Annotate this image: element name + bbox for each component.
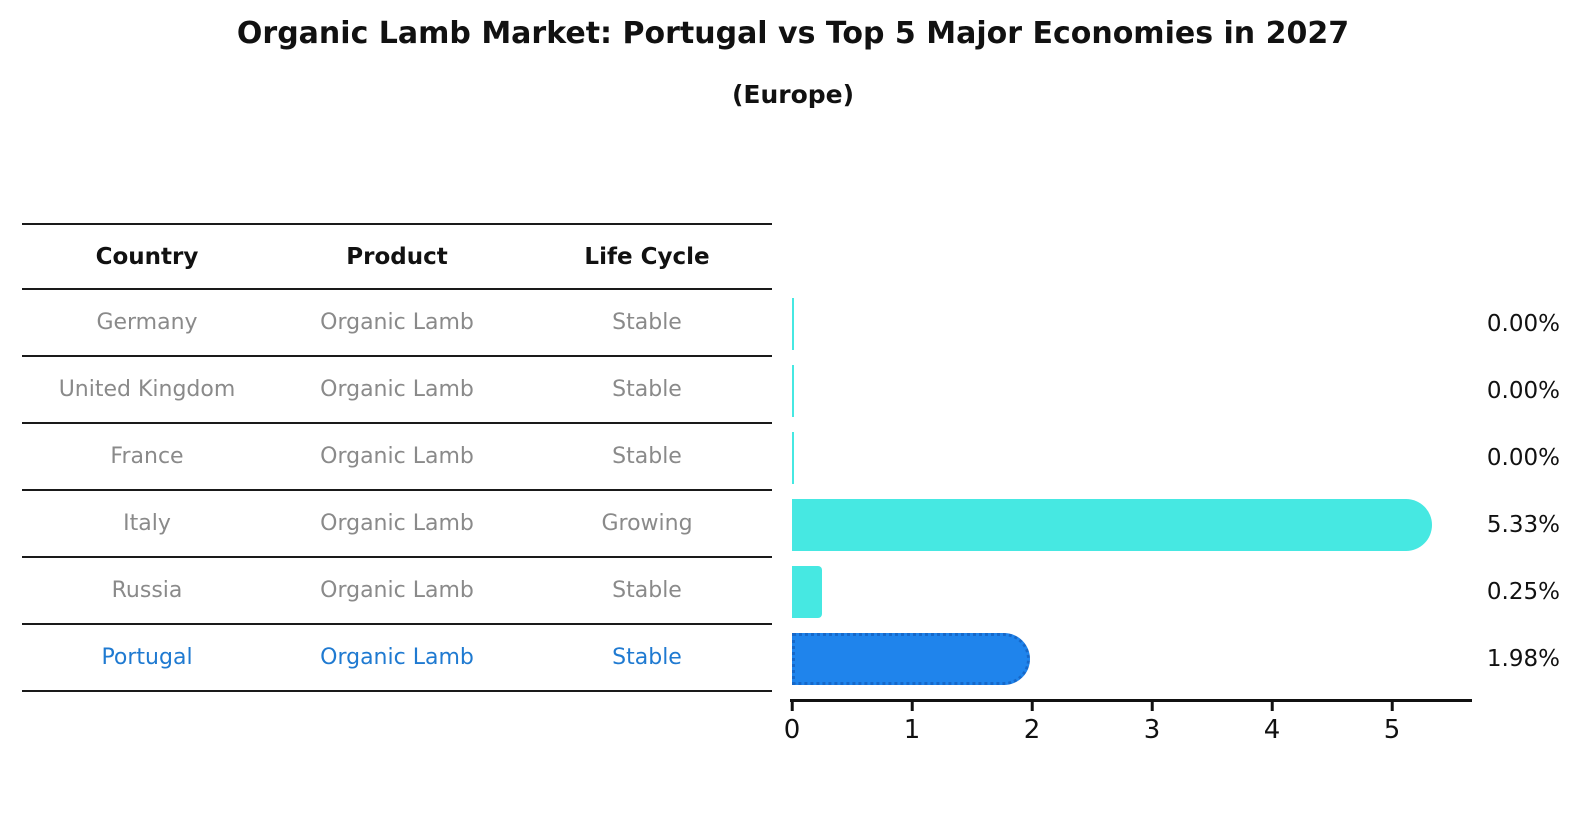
value-label-france: 0.00% <box>1486 444 1560 471</box>
bar-france <box>792 431 794 484</box>
cell-life-cycle: Stable <box>612 310 682 335</box>
tick-label: 0 <box>783 715 801 745</box>
cell-country: Italy <box>123 511 171 536</box>
tick-label: 2 <box>1023 715 1041 745</box>
bar-row-france <box>792 424 1470 491</box>
country-table: Country Product Life Cycle Germany Organ… <box>22 223 772 692</box>
bar-row-portugal <box>792 625 1470 692</box>
column-header-country: Country <box>95 243 199 270</box>
x-axis-line <box>790 699 1472 702</box>
cell-country: Russia <box>111 578 183 603</box>
x-tick-1: 1 <box>903 702 921 745</box>
bar-row-italy <box>792 491 1470 558</box>
cell-product: Organic Lamb <box>320 511 474 536</box>
tick-mark <box>1270 702 1274 711</box>
cell-product: Organic Lamb <box>320 377 474 402</box>
table-row-germany: Germany Organic Lamb Stable <box>22 290 772 357</box>
column-header-product: Product <box>346 243 448 270</box>
tick-mark <box>910 702 914 711</box>
cell-life-cycle: Stable <box>612 578 682 603</box>
value-label-russia: 0.25% <box>1486 578 1560 605</box>
bar-germany <box>792 297 794 350</box>
bar-italy <box>792 498 1432 551</box>
tick-mark <box>790 702 794 711</box>
cell-country: Portugal <box>101 645 193 670</box>
tick-label: 5 <box>1383 715 1401 745</box>
value-label-italy: 5.33% <box>1486 511 1560 538</box>
column-header-life-cycle: Life Cycle <box>584 243 710 270</box>
cell-product: Organic Lamb <box>320 645 474 670</box>
cell-life-cycle: Stable <box>612 377 682 402</box>
cell-country: United Kingdom <box>58 377 236 402</box>
cell-life-cycle: Growing <box>601 511 693 536</box>
value-label-germany: 0.00% <box>1486 310 1560 337</box>
bar-russia <box>792 565 822 618</box>
tick-mark <box>1150 702 1154 711</box>
table-header-row: Country Product Life Cycle <box>22 223 772 290</box>
x-tick-5: 5 <box>1383 702 1401 745</box>
x-tick-3: 3 <box>1143 702 1161 745</box>
cell-life-cycle: Stable <box>612 645 682 670</box>
table-row-united-kingdom: United Kingdom Organic Lamb Stable <box>22 357 772 424</box>
value-label-united-kingdom: 0.00% <box>1486 377 1560 404</box>
tick-label: 3 <box>1143 715 1161 745</box>
chart-title: Organic Lamb Market: Portugal vs Top 5 M… <box>236 16 1350 51</box>
table-row-portugal: Portugal Organic Lamb Stable <box>22 625 772 692</box>
cell-life-cycle: Stable <box>612 444 682 469</box>
value-labels: 0.00% 0.00% 0.00% 5.33% 0.25% 1.98% <box>1440 290 1560 692</box>
tick-mark <box>1030 702 1034 711</box>
cell-product: Organic Lamb <box>320 444 474 469</box>
bar-row-united-kingdom <box>792 357 1470 424</box>
x-tick-0: 0 <box>783 702 801 745</box>
bar-plot-area <box>792 290 1470 692</box>
cell-country: France <box>110 444 184 469</box>
bar-united-kingdom <box>792 364 794 417</box>
x-tick-4: 4 <box>1263 702 1281 745</box>
tick-label: 1 <box>903 715 921 745</box>
tick-label: 4 <box>1263 715 1281 745</box>
table-row-russia: Russia Organic Lamb Stable <box>22 558 772 625</box>
value-label-portugal: 1.98% <box>1486 645 1560 672</box>
cell-country: Germany <box>96 310 198 335</box>
cell-product: Organic Lamb <box>320 310 474 335</box>
x-tick-2: 2 <box>1023 702 1041 745</box>
chart-subtitle: (Europe) <box>731 80 855 109</box>
x-axis-ticks: 0 1 2 3 4 5 <box>784 702 1470 752</box>
tick-mark <box>1390 702 1394 711</box>
bar-row-russia <box>792 558 1470 625</box>
cell-product: Organic Lamb <box>320 578 474 603</box>
table-row-france: France Organic Lamb Stable <box>22 424 772 491</box>
bar-row-germany <box>792 290 1470 357</box>
bar-portugal <box>792 632 1030 685</box>
table-row-italy: Italy Organic Lamb Growing <box>22 491 772 558</box>
